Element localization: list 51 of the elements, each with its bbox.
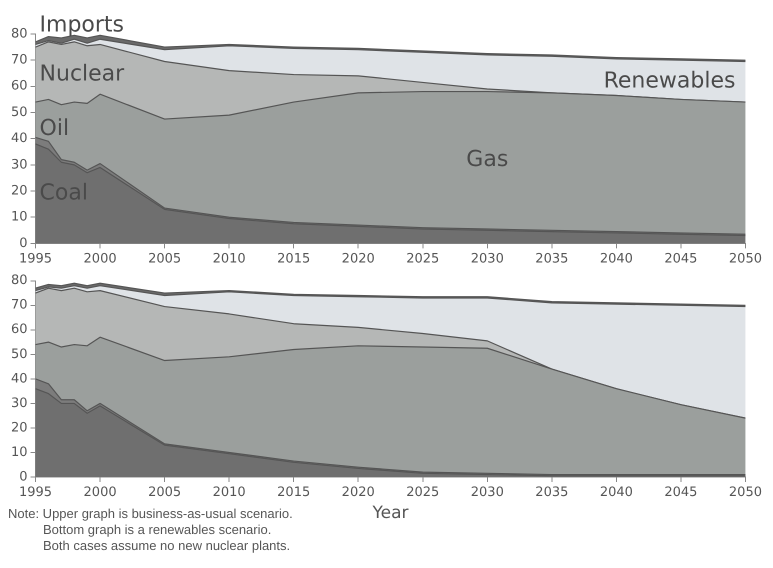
y-tick-label: 10 — [10, 210, 28, 225]
y-tick-label: 0 — [19, 469, 28, 484]
x-axis-title: Year — [372, 503, 409, 524]
y-tick-label: 80 — [10, 273, 28, 288]
x-tick-label: 2000 — [84, 485, 117, 500]
text: Note: Upper graph is business-as-usual scenario. — [8, 506, 294, 522]
series-label: Imports — [40, 12, 124, 38]
x-tick-label: 2015 — [277, 485, 310, 500]
series-label: Oil — [40, 116, 70, 142]
y-tick-label: 70 — [10, 52, 28, 68]
y-tick-label: 60 — [10, 322, 28, 338]
x-tick-label: 2030 — [470, 485, 504, 500]
y-tick-label: 60 — [10, 78, 28, 94]
x-tick-label: 2030 — [470, 252, 504, 267]
y-tick-label: 50 — [10, 104, 28, 120]
x-tick-label: 2020 — [342, 485, 375, 500]
y-tick-label: 70 — [10, 298, 28, 313]
x-tick-label: 2005 — [148, 485, 182, 500]
x-tick-label: 1995 — [18, 252, 52, 267]
x-tick-label: 2035 — [535, 485, 568, 500]
x-tick-label: 2015 — [277, 252, 310, 267]
x-tick-label: 2005 — [148, 252, 182, 267]
y-tick-label: 30 — [10, 157, 28, 172]
text: Both cases assume no new nuclear plants. — [42, 538, 292, 554]
x-tick-label: 2035 — [535, 252, 568, 267]
x-tick-label: 2050 — [728, 485, 762, 500]
x-tick-label: 2040 — [600, 252, 633, 267]
x-tick-label: 1995 — [18, 485, 52, 500]
series-label: Renewables — [604, 68, 736, 94]
y-tick-label: 0 — [19, 236, 28, 251]
x-tick-label: 2045 — [664, 252, 698, 267]
text: Bottom graph is a renewables scenario. — [42, 522, 272, 538]
series-label: Nuclear — [40, 61, 126, 86]
y-tick-label: 40 — [10, 371, 28, 386]
y-tick-label: 20 — [10, 183, 28, 198]
x-tick-label: 2025 — [406, 485, 440, 500]
x-tick-label: 2000 — [84, 252, 117, 267]
x-tick-label: 2010 — [212, 252, 246, 267]
x-tick-label: 2025 — [406, 252, 440, 267]
x-tick-label: 2040 — [600, 485, 633, 500]
x-tick-label: 2010 — [212, 485, 246, 500]
x-tick-label: 2050 — [728, 252, 762, 267]
y-tick-label: 50 — [10, 346, 28, 362]
series-label: Gas — [466, 147, 508, 172]
x-tick-label: 2020 — [342, 252, 375, 267]
y-tick-label: 40 — [10, 131, 28, 146]
y-tick-label: 20 — [10, 420, 28, 436]
y-tick-label: 10 — [10, 444, 28, 460]
y-tick-label: 30 — [10, 396, 28, 411]
y-tick-label: 80 — [10, 26, 28, 42]
x-tick-label: 2045 — [664, 485, 698, 500]
